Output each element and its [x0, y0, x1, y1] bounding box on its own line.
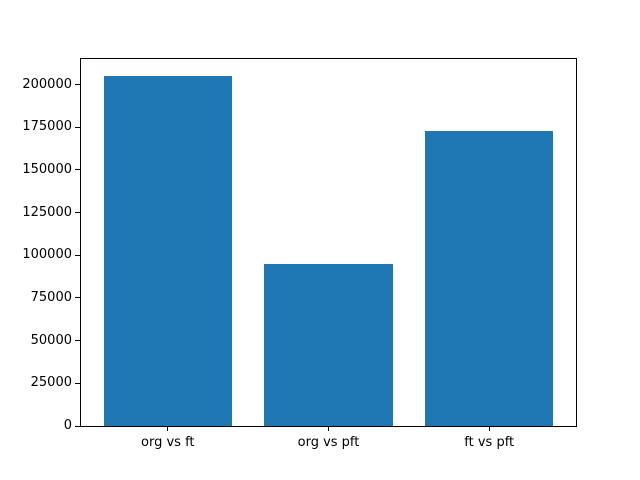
- y-tick-label: 100000: [22, 247, 72, 263]
- y-tick-label: 25000: [30, 375, 72, 391]
- y-tick-mark: [75, 425, 80, 427]
- y-tick-mark: [75, 84, 80, 86]
- bar-org-vs-pft: [264, 263, 393, 426]
- y-tick-mark: [75, 254, 80, 256]
- y-tick-label: 125000: [22, 204, 72, 220]
- y-tick-label: 50000: [30, 332, 72, 348]
- y-tick-mark: [75, 340, 80, 342]
- y-tick-label: 200000: [22, 76, 72, 92]
- y-tick-mark: [75, 212, 80, 214]
- plot-area: 0 25000 50000 75000 100000 125000 150000 175000…: [22, 58, 577, 450]
- y-tick-mark: [75, 169, 80, 171]
- y-tick-mark: [75, 382, 80, 384]
- x-tick-mark: [328, 426, 329, 431]
- x-tick-label: ft vs pft: [464, 435, 515, 450]
- x-tick-mark: [167, 426, 169, 431]
- y-tick-label: 0: [63, 418, 72, 433]
- bar-ft-vs-pft: [424, 130, 554, 426]
- x-tick-label: org vs ft: [141, 435, 195, 450]
- y-tick-label: 175000: [22, 119, 72, 135]
- x-tick-mark: [488, 426, 490, 431]
- y-tick-mark: [75, 126, 80, 128]
- bar-org-vs-ft: [103, 76, 233, 426]
- y-tick-label: 150000: [22, 161, 72, 177]
- x-tick-label: org vs pft: [297, 435, 360, 450]
- y-tick-label: 75000: [30, 289, 72, 305]
- y-tick-mark: [75, 297, 80, 299]
